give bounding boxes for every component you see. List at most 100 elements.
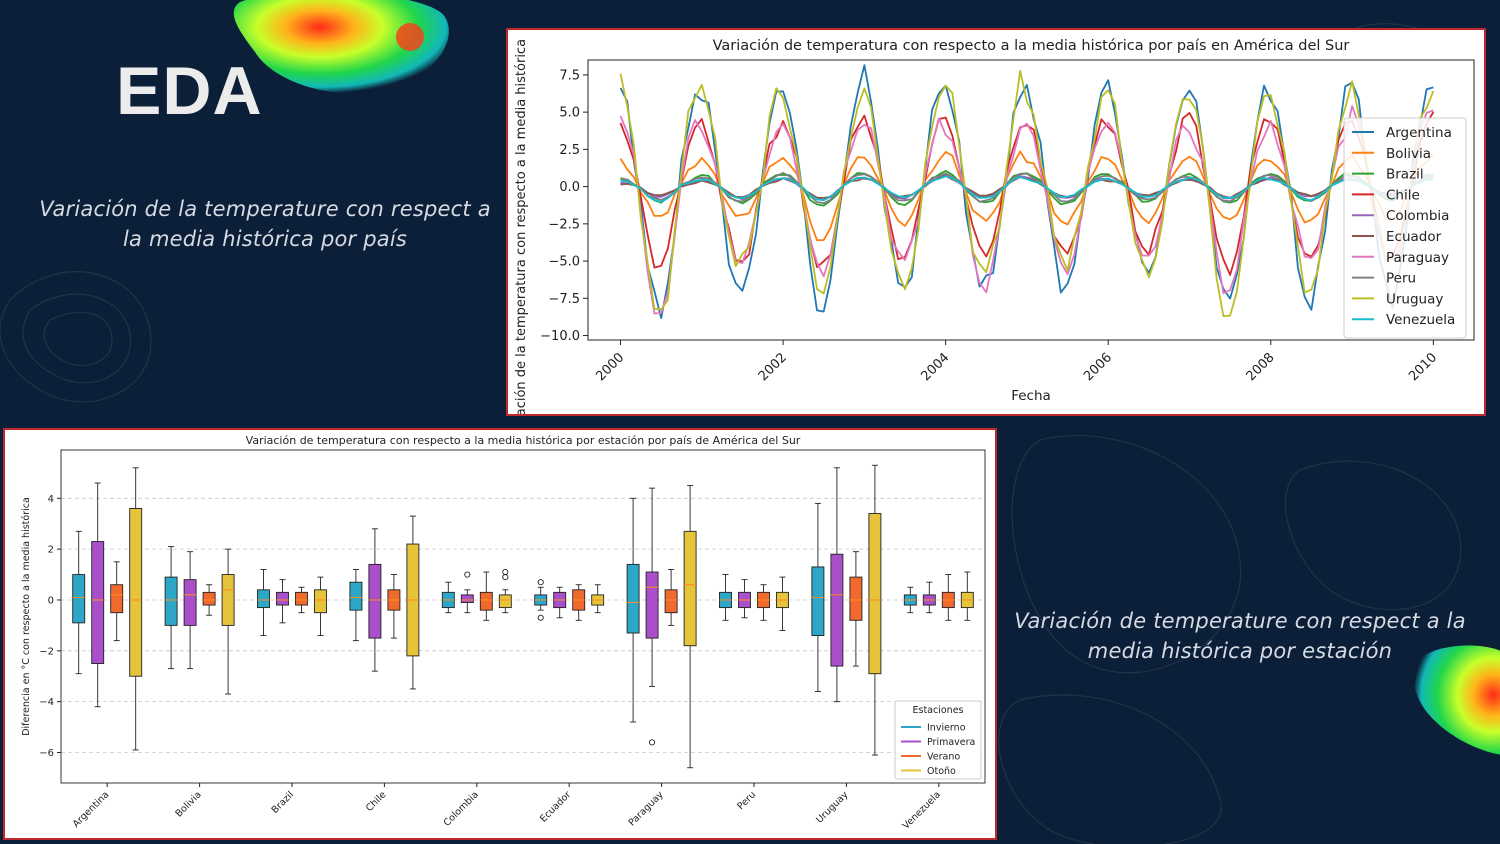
legend-label-ecuador: Ecuador bbox=[1386, 229, 1442, 245]
x-tick-label: 2008 bbox=[1244, 350, 1278, 384]
y-tick-label: −10.0 bbox=[540, 329, 580, 344]
series-line-argentina bbox=[619, 64, 1434, 319]
box-argentina-verano bbox=[110, 584, 124, 614]
x-tick-label: Argentina bbox=[71, 789, 112, 830]
x-tick-label: Chile bbox=[364, 789, 389, 814]
box-flier-colombia-otono bbox=[502, 574, 509, 581]
legend-label-invierno: Invierno bbox=[927, 723, 966, 734]
slide-title: EDA bbox=[116, 53, 263, 129]
x-tick-label: 2002 bbox=[756, 350, 790, 384]
y-tick-label: −7.5 bbox=[548, 292, 580, 307]
box-legend-box bbox=[894, 700, 982, 780]
box-brazil-otono bbox=[314, 589, 327, 614]
legend-label-venezuela: Venezuela bbox=[1386, 312, 1455, 328]
x-tick-label: 2004 bbox=[918, 350, 952, 384]
box-legend-title: Estaciones bbox=[913, 705, 964, 716]
box-uruguay-invierno bbox=[811, 566, 825, 637]
y-tick-label: 0 bbox=[48, 595, 54, 606]
x-tick-label: Colombia bbox=[442, 789, 481, 828]
box-flier-colombia-primavera bbox=[464, 571, 471, 578]
x-tick-label: 2006 bbox=[1081, 350, 1115, 384]
x-tick-label: Bolivia bbox=[174, 789, 204, 819]
box-bolivia-primavera bbox=[183, 579, 197, 626]
x-axis-label: Fecha bbox=[1011, 388, 1051, 404]
y-axis-label: Diferencia en °C con respecto a la media… bbox=[21, 497, 32, 736]
box-chile-primavera bbox=[368, 563, 382, 639]
y-tick-label: 4 bbox=[48, 494, 54, 505]
x-tick-label: 2000 bbox=[593, 350, 627, 384]
box-chart: Variación de temperatura con respecto a … bbox=[21, 434, 986, 832]
box-brazil-invierno bbox=[257, 589, 270, 609]
box-uruguay-primavera bbox=[830, 553, 844, 667]
box-flier-paraguay-primavera bbox=[649, 739, 656, 746]
box-brazil-primavera bbox=[276, 591, 289, 606]
legend-label-colombia: Colombia bbox=[1386, 208, 1449, 224]
legend-label-verano: Verano bbox=[927, 752, 960, 763]
x-tick-label: Brazil bbox=[270, 789, 297, 816]
legend-label-peru: Peru bbox=[1386, 271, 1416, 287]
y-tick-label: −2.5 bbox=[548, 217, 580, 232]
box-uruguay-verano bbox=[849, 576, 863, 621]
box-uruguay-otono bbox=[868, 513, 882, 675]
legend-label-otono: Otoño bbox=[927, 766, 956, 777]
box-chart-title: Variación de temperatura con respecto a … bbox=[246, 434, 801, 447]
box-bolivia-invierno bbox=[164, 576, 178, 626]
y-tick-label: 2.5 bbox=[559, 143, 580, 158]
box-colombia-primavera bbox=[460, 594, 474, 603]
box-flier-ecuador-invierno bbox=[537, 579, 544, 586]
legend-label-uruguay: Uruguay bbox=[1386, 291, 1443, 307]
legend-label-bolivia: Bolivia bbox=[1386, 146, 1431, 162]
series-line-chile bbox=[619, 111, 1435, 276]
box-argentina-primavera bbox=[91, 541, 105, 664]
heatmap-blob-top bbox=[233, 0, 449, 94]
box-bolivia-verano bbox=[202, 591, 216, 606]
box-chart-panel: Variación de temperatura con respecto a … bbox=[3, 428, 997, 840]
y-tick-label: −4 bbox=[39, 697, 54, 708]
series-line-uruguay bbox=[619, 70, 1435, 317]
y-tick-label: 2 bbox=[48, 545, 54, 556]
x-tick-label: Uruguay bbox=[814, 789, 851, 826]
y-tick-label: 7.5 bbox=[559, 68, 580, 83]
box-flier-ecuador-invierno bbox=[537, 614, 544, 621]
y-tick-label: −6 bbox=[39, 748, 54, 759]
y-tick-label: 5.0 bbox=[559, 106, 580, 121]
box-flier-colombia-otono bbox=[502, 568, 509, 576]
line-chart: Variación de temperatura con respecto a … bbox=[514, 38, 1475, 414]
x-tick-label: Paraguay bbox=[627, 789, 666, 828]
series-line-paraguay bbox=[619, 105, 1434, 315]
line-legend-box bbox=[1343, 117, 1467, 339]
box-chart-plot-frame bbox=[60, 449, 986, 784]
box-argentina-otono bbox=[129, 508, 143, 677]
box-chile-invierno bbox=[349, 581, 363, 611]
box-colombia-otono bbox=[498, 594, 512, 609]
series-line-venezuela bbox=[620, 175, 1434, 203]
x-tick-label: Venezuela bbox=[901, 789, 943, 831]
box-bolivia-otono bbox=[221, 574, 235, 626]
caption-country-chart: Variación de la temperature con respect … bbox=[39, 197, 491, 251]
legend-label-argentina: Argentina bbox=[1386, 125, 1452, 141]
box-colombia-verano bbox=[479, 591, 493, 611]
x-tick-label: Peru bbox=[735, 789, 758, 812]
caption-season-chart: Variación de temperature con respect a l… bbox=[1014, 609, 1466, 663]
box-paraguay-otono bbox=[683, 530, 697, 647]
y-axis-label: Variación de la temperatura con respecto… bbox=[514, 39, 529, 414]
y-tick-label: −2 bbox=[39, 646, 54, 657]
x-tick-label: Ecuador bbox=[538, 789, 573, 824]
box-paraguay-invierno bbox=[626, 563, 640, 634]
line-chart-plot-frame bbox=[587, 59, 1475, 341]
legend-label-paraguay: Paraguay bbox=[1386, 250, 1449, 266]
y-tick-label: 0.0 bbox=[559, 180, 580, 195]
line-chart-series-group bbox=[619, 64, 1435, 319]
box-paraguay-primavera bbox=[645, 571, 659, 639]
box-paraguay-verano bbox=[664, 589, 678, 614]
legend-label-chile: Chile bbox=[1386, 187, 1420, 203]
series-line-bolivia bbox=[619, 150, 1435, 242]
line-chart-title: Variación de temperatura con respecto a … bbox=[713, 38, 1350, 54]
x-tick-label: 2010 bbox=[1406, 350, 1440, 384]
box-argentina-invierno bbox=[72, 574, 86, 624]
box-brazil-verano bbox=[295, 591, 308, 606]
legend-label-brazil: Brazil bbox=[1386, 167, 1424, 183]
line-chart-panel: Variación de temperatura con respecto a … bbox=[506, 28, 1486, 416]
y-tick-label: −5.0 bbox=[548, 255, 580, 270]
legend-label-primavera: Primavera bbox=[927, 737, 975, 748]
